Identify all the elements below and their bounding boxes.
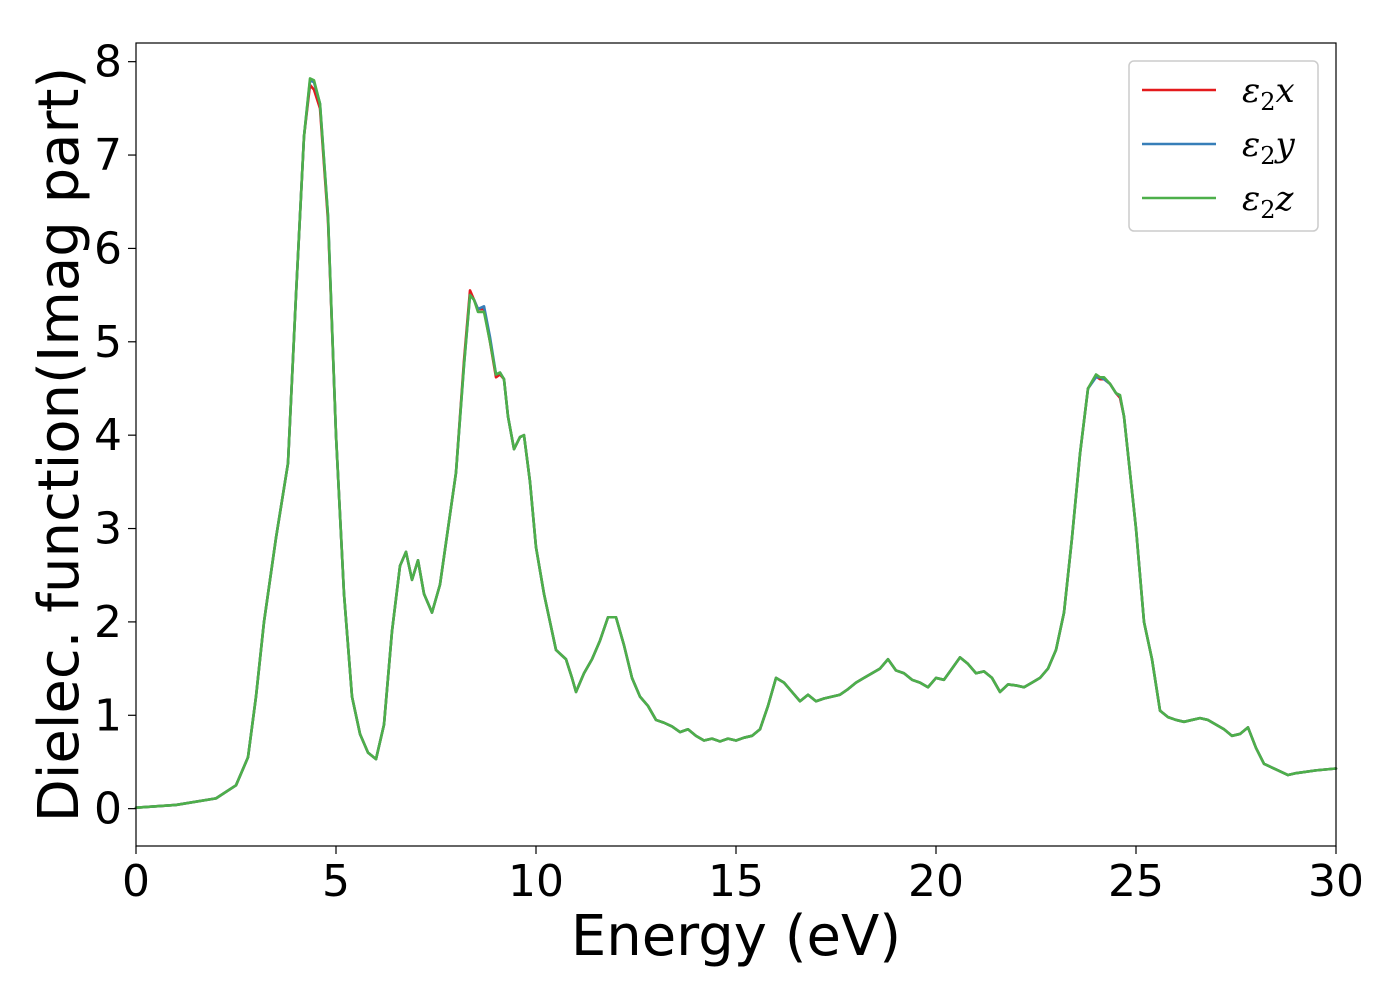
y-tick-label: 8 xyxy=(94,37,122,88)
y-tick-label: 6 xyxy=(94,223,122,274)
y-tick-label: 1 xyxy=(94,690,122,741)
legend-label-z: ε2z xyxy=(1242,179,1295,224)
x-tick-label: 30 xyxy=(1308,856,1364,907)
y-tick-label: 7 xyxy=(94,130,122,181)
x-tick-label: 15 xyxy=(708,856,764,907)
x-tick-label: 20 xyxy=(908,856,964,907)
y-tick-label: 3 xyxy=(94,504,122,555)
series-line-z xyxy=(134,77,1338,810)
x-tick-label: 10 xyxy=(508,856,564,907)
y-tick-label: 2 xyxy=(94,597,122,648)
x-axis-title: Energy (eV) xyxy=(571,904,901,969)
y-tick-label: 0 xyxy=(94,784,122,835)
legend-box xyxy=(1128,60,1319,232)
x-tick-label: 5 xyxy=(322,856,350,907)
x-tick-label: 0 xyxy=(122,856,150,907)
x-axis: 0 5 10 15 20 25 30 xyxy=(122,846,1364,907)
y-tick-label: 5 xyxy=(94,317,122,368)
plot-lines xyxy=(134,77,1338,810)
y-axis: 0 1 2 3 4 5 6 7 8 xyxy=(94,37,136,835)
y-tick-label: 4 xyxy=(94,410,122,461)
legend-label-y: ε2y xyxy=(1242,125,1296,170)
y-axis-title: Dielec. function(Imag part) xyxy=(27,67,92,823)
legend: ε2x ε2y ε2z xyxy=(1128,60,1319,232)
x-tick-label: 25 xyxy=(1108,856,1164,907)
legend-label-x: ε2x xyxy=(1242,71,1295,116)
